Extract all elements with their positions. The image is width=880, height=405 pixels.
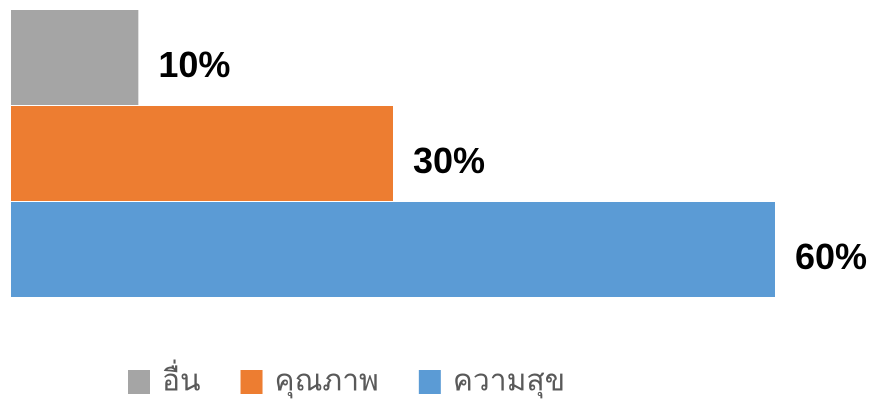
bar xyxy=(11,10,139,105)
legend-label: ความสุข xyxy=(453,364,565,400)
legend-swatch xyxy=(128,370,150,394)
bar xyxy=(11,106,393,201)
legend-swatch xyxy=(418,370,441,394)
data-label: 10% xyxy=(158,44,230,85)
legend-swatch xyxy=(240,370,263,394)
data-label: 60% xyxy=(795,236,867,277)
legend-label: คุณภาพ xyxy=(275,364,379,400)
bar xyxy=(11,202,775,297)
data-label: 30% xyxy=(413,140,485,181)
legend-label: อื่น xyxy=(162,360,201,399)
